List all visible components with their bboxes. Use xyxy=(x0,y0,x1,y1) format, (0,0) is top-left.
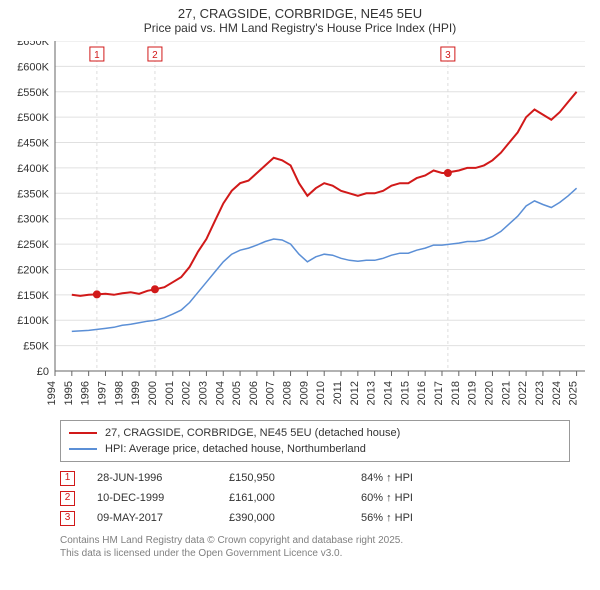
x-tick-label: 2018 xyxy=(450,381,462,405)
event-hpi: 60% ↑ HPI xyxy=(361,488,570,508)
y-tick-label: £450K xyxy=(17,138,49,150)
legend-item: 27, CRAGSIDE, CORBRIDGE, NE45 5EU (detac… xyxy=(69,425,561,441)
x-tick-label: 2021 xyxy=(500,381,512,405)
series-marker xyxy=(151,285,159,293)
event-row: 1 28-JUN-1996 £150,950 84% ↑ HPI xyxy=(60,468,570,488)
x-tick-label: 2019 xyxy=(467,381,479,405)
y-tick-label: £0 xyxy=(37,366,49,378)
event-row-badge: 1 xyxy=(60,471,75,486)
event-date: 10-DEC-1999 xyxy=(97,488,207,508)
x-tick-label: 2013 xyxy=(366,381,378,405)
x-tick-label: 2010 xyxy=(315,381,327,405)
event-row: 3 09-MAY-2017 £390,000 56% ↑ HPI xyxy=(60,508,570,528)
chart-title-line1: 27, CRAGSIDE, CORBRIDGE, NE45 5EU xyxy=(0,0,600,21)
series-marker xyxy=(93,290,101,298)
events-table: 1 28-JUN-1996 £150,950 84% ↑ HPI 2 10-DEC-199… xyxy=(60,468,570,528)
x-tick-label: 1997 xyxy=(96,381,108,405)
series-marker xyxy=(444,169,452,177)
x-tick-label: 1994 xyxy=(46,381,58,405)
x-tick-label: 2023 xyxy=(534,381,546,405)
x-tick-label: 2012 xyxy=(349,381,361,405)
x-tick-label: 1999 xyxy=(130,381,142,405)
event-row-badge: 2 xyxy=(60,491,75,506)
event-price: £161,000 xyxy=(229,488,339,508)
event-price: £390,000 xyxy=(229,508,339,528)
series-line xyxy=(72,188,577,331)
x-tick-label: 1998 xyxy=(113,381,125,405)
x-tick-label: 2001 xyxy=(164,381,176,405)
y-tick-label: £350K xyxy=(17,188,49,200)
y-tick-label: £600K xyxy=(17,61,49,73)
legend-label: HPI: Average price, detached house, Nort… xyxy=(105,441,366,457)
x-tick-label: 2004 xyxy=(214,381,226,405)
line-chart-svg: £0 £50K £100K £150K £200K £250K £300K £350K £400… xyxy=(0,41,600,416)
event-badge-number: 3 xyxy=(445,50,451,61)
legend-swatch xyxy=(69,448,97,450)
x-tick-label: 2020 xyxy=(483,381,495,405)
y-tick-label: £500K xyxy=(17,112,49,124)
chart-area: £0 £50K £100K £150K £200K £250K £300K £350K £400… xyxy=(0,41,600,416)
event-hpi: 56% ↑ HPI xyxy=(361,508,570,528)
event-badge-number: 2 xyxy=(152,50,158,61)
x-tick-label: 2006 xyxy=(248,381,260,405)
x-tick-label: 1995 xyxy=(63,381,75,405)
y-tick-label: £50K xyxy=(23,341,49,353)
x-tick-label: 2011 xyxy=(332,381,344,405)
y-tick-label: £150K xyxy=(17,290,49,302)
chart-title-line2: Price paid vs. HM Land Registry's House … xyxy=(0,21,600,41)
y-tick-label: £250K xyxy=(17,239,49,251)
y-tick-label: £200K xyxy=(17,264,49,276)
y-tick-label: £400K xyxy=(17,163,49,175)
x-tick-label: 2024 xyxy=(551,381,563,405)
series-line xyxy=(72,92,577,296)
x-tick-label: 2008 xyxy=(282,381,294,405)
y-tick-label: £100K xyxy=(17,315,49,327)
x-tick-label: 2007 xyxy=(265,381,277,405)
legend-label: 27, CRAGSIDE, CORBRIDGE, NE45 5EU (detac… xyxy=(105,425,400,441)
event-row-badge: 3 xyxy=(60,511,75,526)
footer-attribution: Contains HM Land Registry data © Crown c… xyxy=(60,534,570,560)
event-date: 09-MAY-2017 xyxy=(97,508,207,528)
x-tick-label: 2000 xyxy=(147,381,159,405)
x-tick-label: 2014 xyxy=(383,381,395,405)
event-price: £150,950 xyxy=(229,468,339,488)
x-tick-label: 1996 xyxy=(80,381,92,405)
legend-box: 27, CRAGSIDE, CORBRIDGE, NE45 5EU (detac… xyxy=(60,420,570,462)
footer-line2: This data is licensed under the Open Gov… xyxy=(60,547,570,560)
legend-swatch xyxy=(69,432,97,434)
x-tick-label: 2016 xyxy=(416,381,428,405)
legend-item: HPI: Average price, detached house, Nort… xyxy=(69,441,561,457)
event-date: 28-JUN-1996 xyxy=(97,468,207,488)
footer-line1: Contains HM Land Registry data © Crown c… xyxy=(60,534,570,547)
x-tick-label: 2015 xyxy=(399,381,411,405)
x-tick-label: 2002 xyxy=(181,381,193,405)
event-badge-number: 1 xyxy=(94,50,100,61)
x-tick-label: 2009 xyxy=(298,381,310,405)
x-tick-label: 2005 xyxy=(231,381,243,405)
event-row: 2 10-DEC-1999 £161,000 60% ↑ HPI xyxy=(60,488,570,508)
x-tick-label: 2022 xyxy=(517,381,529,405)
x-tick-label: 2003 xyxy=(197,381,209,405)
y-tick-label: £650K xyxy=(17,41,49,48)
x-tick-label: 2017 xyxy=(433,381,445,405)
x-tick-label: 2025 xyxy=(568,381,580,405)
y-tick-label: £300K xyxy=(17,214,49,226)
event-hpi: 84% ↑ HPI xyxy=(361,468,570,488)
y-tick-label: £550K xyxy=(17,87,49,99)
